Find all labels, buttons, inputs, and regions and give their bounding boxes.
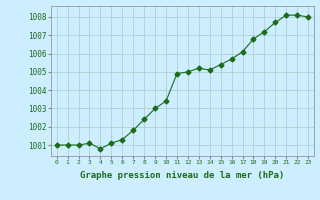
X-axis label: Graphe pression niveau de la mer (hPa): Graphe pression niveau de la mer (hPa) xyxy=(80,171,284,180)
